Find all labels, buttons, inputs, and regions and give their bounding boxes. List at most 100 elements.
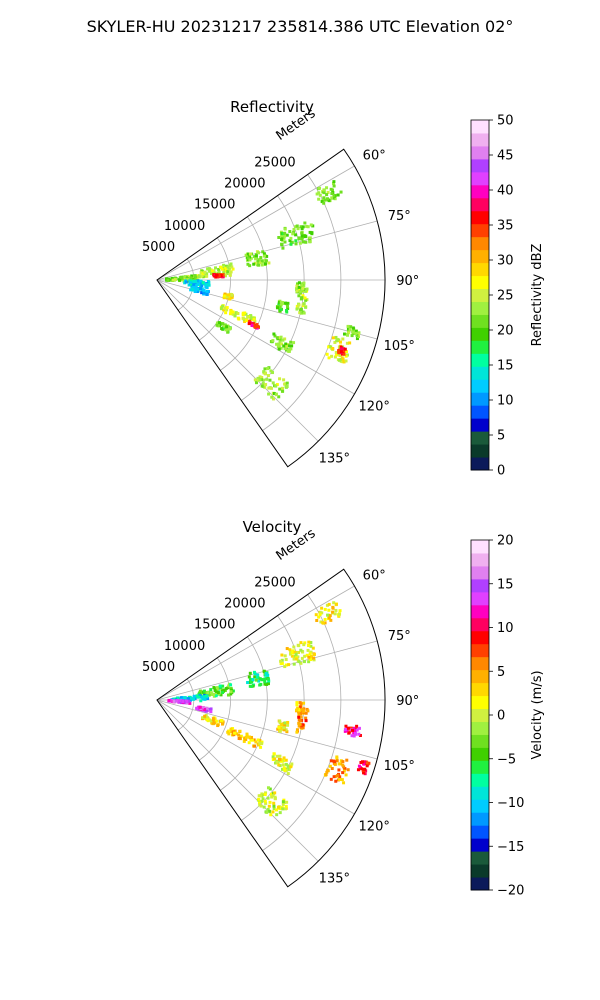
echo-pixel [363, 767, 367, 771]
echo-pixel [362, 762, 366, 766]
echo-cell [277, 221, 315, 250]
echo-pixel [283, 227, 287, 231]
echo-pixel [256, 325, 260, 329]
echo-pixel [222, 268, 226, 272]
echo-pixel [172, 697, 176, 701]
echo-pixel [254, 381, 258, 385]
echo-cell [253, 366, 289, 401]
range-tick-label: 5000 [142, 660, 175, 675]
echo-pixel [360, 760, 364, 764]
colorbar-tick-label: 5 [497, 429, 505, 444]
echo-pixel [258, 801, 262, 805]
echo-pixel [266, 682, 270, 686]
echo-pixel [188, 701, 192, 705]
echo-pixel [183, 696, 187, 700]
colorbar-segment [471, 591, 489, 606]
echo-pixel [332, 601, 336, 605]
colorbar-segment [471, 431, 489, 445]
echo-pixel [327, 616, 331, 620]
echo-cell [222, 292, 234, 301]
echo-pixel [262, 370, 266, 374]
echo-cell [279, 640, 316, 669]
colorbar-segment [471, 864, 489, 878]
panel-title: Velocity [243, 518, 302, 536]
echo-pixel [275, 383, 279, 387]
echo-pixel [318, 610, 322, 614]
echo-pixel [331, 347, 335, 351]
azimuth-line [156, 585, 355, 701]
echo-pixel [172, 699, 176, 703]
echo-pixel [280, 242, 284, 246]
echo-pixel [257, 743, 261, 747]
echo-pixel [306, 225, 310, 229]
echo-pixel [284, 301, 288, 305]
echo-pixel [304, 711, 308, 715]
echo-pixel [248, 319, 252, 323]
echo-pixel [216, 724, 220, 728]
echo-pixel [265, 682, 269, 686]
echo-pixel [212, 693, 216, 697]
echo-pixel [322, 201, 326, 205]
echo-pixel [299, 311, 303, 315]
echo-pixel [350, 728, 354, 732]
echo-pixel [325, 193, 329, 197]
echo-pixel [294, 242, 298, 246]
echo-pixel [283, 665, 287, 669]
echo-pixel [326, 197, 330, 201]
colorbar-tick-label: 50 [497, 114, 514, 129]
echo-cell [343, 324, 361, 341]
echo-pixel [257, 258, 261, 262]
echo-pixel [196, 279, 200, 283]
echo-pixel [193, 290, 197, 294]
echo-pixel [341, 357, 345, 361]
echo-pixel [271, 755, 275, 759]
echo-pixel [309, 641, 313, 645]
echo-pixel [338, 340, 342, 344]
echo-pixel [362, 771, 366, 775]
range-tick-label: 5000 [142, 240, 175, 255]
echo-pixel [293, 654, 297, 658]
echo-pixel [299, 307, 303, 311]
echo-pixel [263, 682, 267, 686]
echo-pixel [244, 737, 248, 741]
colorbar-segment [471, 838, 489, 852]
echo-pixel [271, 810, 275, 814]
echo-pixel [277, 302, 281, 306]
azimuth-line [156, 699, 355, 815]
echo-pixel [331, 759, 335, 763]
echo-pixel [263, 372, 267, 376]
echo-pixel [206, 691, 210, 695]
echo-pixel [214, 719, 218, 723]
colorbar-segment [471, 630, 489, 645]
echo-pixel [283, 721, 287, 725]
echo-pixel [198, 689, 202, 693]
echo-pixel [187, 699, 191, 703]
echo-pixel [280, 234, 284, 238]
echo-pixel [267, 386, 271, 390]
echo-pixel [261, 382, 265, 386]
echo-pixel [297, 288, 301, 292]
echo-pixel [255, 326, 259, 330]
azimuth-tick-label: 135° [319, 871, 350, 886]
echo-pixel [279, 338, 283, 342]
echo-pixel [254, 254, 258, 258]
echo-pixel [260, 384, 264, 388]
echo-pixel [217, 274, 221, 278]
echo-pixel [225, 271, 229, 275]
echo-pixel [223, 306, 227, 310]
echo-pixel [314, 613, 318, 617]
echo-pixel [203, 273, 207, 277]
colorbar-segment [471, 552, 489, 567]
echo-pixel [259, 794, 263, 798]
echo-pixel [194, 286, 198, 290]
echo-field [165, 180, 361, 401]
echo-pixel [297, 281, 301, 285]
echo-pixel [282, 798, 286, 802]
echo-pixel [318, 612, 322, 616]
echo-pixel [219, 693, 223, 697]
echo-pixel [341, 771, 345, 775]
echo-pixel [257, 797, 261, 801]
echo-pixel [278, 754, 282, 758]
echo-pixel [214, 266, 218, 270]
echo-pixel [181, 699, 185, 703]
